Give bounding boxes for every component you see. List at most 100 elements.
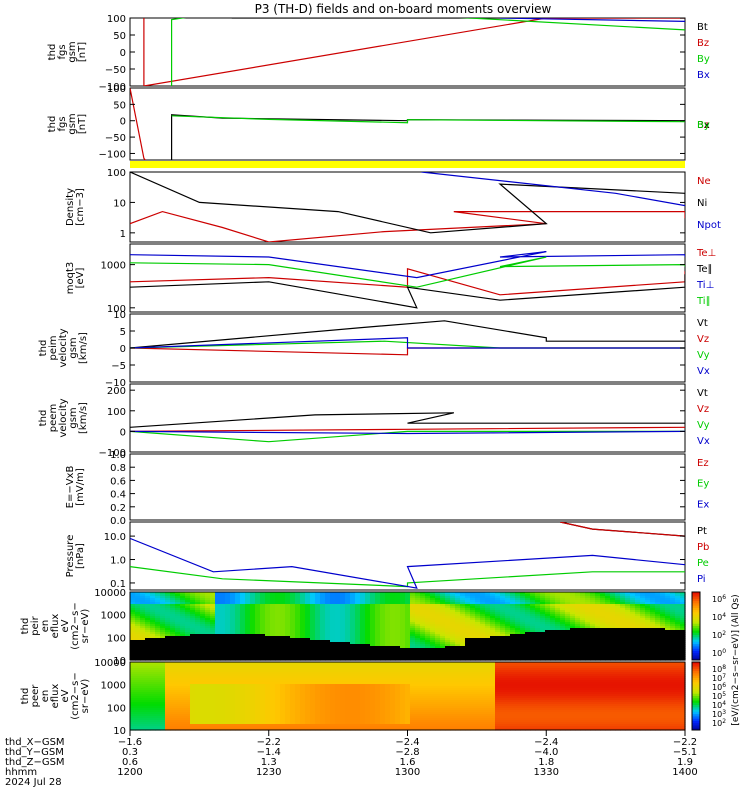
spectrogram-cell: [615, 620, 621, 623]
spectrogram-cell: [375, 638, 381, 641]
spectrogram-cell: [560, 624, 566, 627]
spectrogram-cell: [345, 620, 351, 623]
spectrogram-cell: [370, 620, 376, 623]
spectrogram-cell: [445, 600, 451, 603]
spectrogram-cell: [400, 622, 406, 625]
spectrogram-cell: [205, 714, 211, 717]
spectrogram-cell: [145, 640, 151, 643]
spectrogram-cell: [350, 648, 356, 651]
spectrogram-cell: [165, 706, 171, 709]
spectrogram-cell: [295, 652, 301, 655]
spectrogram-cell: [435, 596, 441, 599]
spectrogram-cell: [305, 638, 311, 641]
spectrogram-cell: [395, 642, 401, 645]
spectrogram-cell: [590, 632, 596, 635]
spectrogram-cell: [320, 610, 326, 613]
spectrogram-cell: [235, 674, 241, 677]
spectrogram-cell: [330, 628, 336, 631]
spectrogram-cell: [535, 638, 541, 641]
spectrogram-cell: [225, 624, 231, 627]
spectrogram-cell: [185, 678, 191, 681]
spectrogram-cell: [510, 596, 516, 599]
spectrogram-cell: [345, 652, 351, 655]
spectrogram-cell: [435, 632, 441, 635]
ytick-label: −100: [99, 448, 126, 459]
spectrogram-cell: [255, 606, 261, 609]
spectrogram-cell: [240, 728, 246, 731]
spectrogram-cell: [380, 632, 386, 635]
spectrogram-cell: [285, 646, 291, 649]
spectrogram-cell: [160, 636, 166, 639]
spectrogram-cell: [270, 636, 276, 639]
spectrogram-cell: [330, 626, 336, 629]
spectrogram-cell: [160, 702, 166, 705]
spectrogram-cell: [200, 716, 206, 719]
spectrogram-cell: [630, 650, 636, 653]
spectrogram-cell: [620, 628, 626, 631]
spectrogram-cell: [355, 624, 361, 627]
spectrogram-cell: [445, 638, 451, 641]
spectrogram-cell: [365, 596, 371, 599]
spectrogram-cell: [665, 608, 671, 611]
series-line-Vt: [130, 412, 685, 428]
spectrogram-cell: [520, 632, 526, 635]
spectrogram-cell: [190, 624, 196, 627]
spectrogram-cell: [275, 620, 281, 623]
spectrogram-cell: [420, 596, 426, 599]
spectrogram-cell: [240, 706, 246, 709]
spectrogram-cell: [490, 646, 496, 649]
spectrogram-cell: [650, 620, 656, 623]
spectrogram-cell: [380, 616, 386, 619]
spectrogram-cell: [275, 644, 281, 647]
spectrogram-cell: [195, 650, 201, 653]
spectrogram-cell: [155, 646, 161, 649]
spectrogram-cell: [150, 722, 156, 725]
spectrogram-cell: [350, 654, 356, 657]
spectrogram-cell: [215, 662, 221, 665]
spectrogram-cell: [595, 608, 601, 611]
spectrogram-cell: [365, 628, 371, 631]
spectrogram-cell: [325, 624, 331, 627]
spectrogram-cell: [620, 592, 626, 595]
spectrogram-cell: [405, 656, 411, 659]
spectrogram-cell: [625, 636, 631, 639]
spectrogram-cell: [150, 696, 156, 699]
spectrogram-cell: [175, 692, 181, 695]
spectrogram-cell: [215, 676, 221, 679]
spectrogram-cell: [265, 598, 271, 601]
spectrogram-cell: [255, 686, 261, 689]
spectrogram-cell: [615, 632, 621, 635]
spectrogram-cell: [235, 648, 241, 651]
spectrogram-cell: [555, 658, 561, 661]
spectrogram-cell: [245, 650, 251, 653]
spectrogram-cell: [625, 608, 631, 611]
spectrogram-cell: [190, 674, 196, 677]
spectrogram-cell: [165, 622, 171, 625]
spectrogram-cell: [545, 638, 551, 641]
spectrogram-cell: [340, 632, 346, 635]
spectrogram-cell: [130, 656, 136, 659]
spectrogram-cell: [480, 610, 486, 613]
spectrogram-cell: [490, 626, 496, 629]
spectrogram-cell: [195, 708, 201, 711]
spectrogram-cell: [585, 642, 591, 645]
spectrogram-cell: [195, 652, 201, 655]
spectrogram-cell: [255, 594, 261, 597]
spectrogram-cell: [205, 662, 211, 665]
spectrogram-cell: [440, 614, 446, 617]
spectrogram-cell: [180, 628, 186, 631]
spectrogram-cell: [660, 612, 666, 615]
spectrogram-cell: [670, 654, 676, 657]
spectrogram-cell: [220, 716, 226, 719]
spectrogram-cell: [205, 718, 211, 721]
spectrogram-cell: [610, 640, 616, 643]
spectrogram-cell: [585, 606, 591, 609]
spectrogram-cell: [190, 592, 196, 595]
spectrogram-cell: [225, 658, 231, 661]
spectrogram-cell: [540, 592, 546, 595]
spectrogram-cell: [285, 658, 291, 661]
spectrogram-cell: [270, 666, 276, 669]
spectrogram-cell: [235, 622, 241, 625]
spectrogram-cell: [220, 700, 226, 703]
spectrogram-cell: [445, 654, 451, 657]
